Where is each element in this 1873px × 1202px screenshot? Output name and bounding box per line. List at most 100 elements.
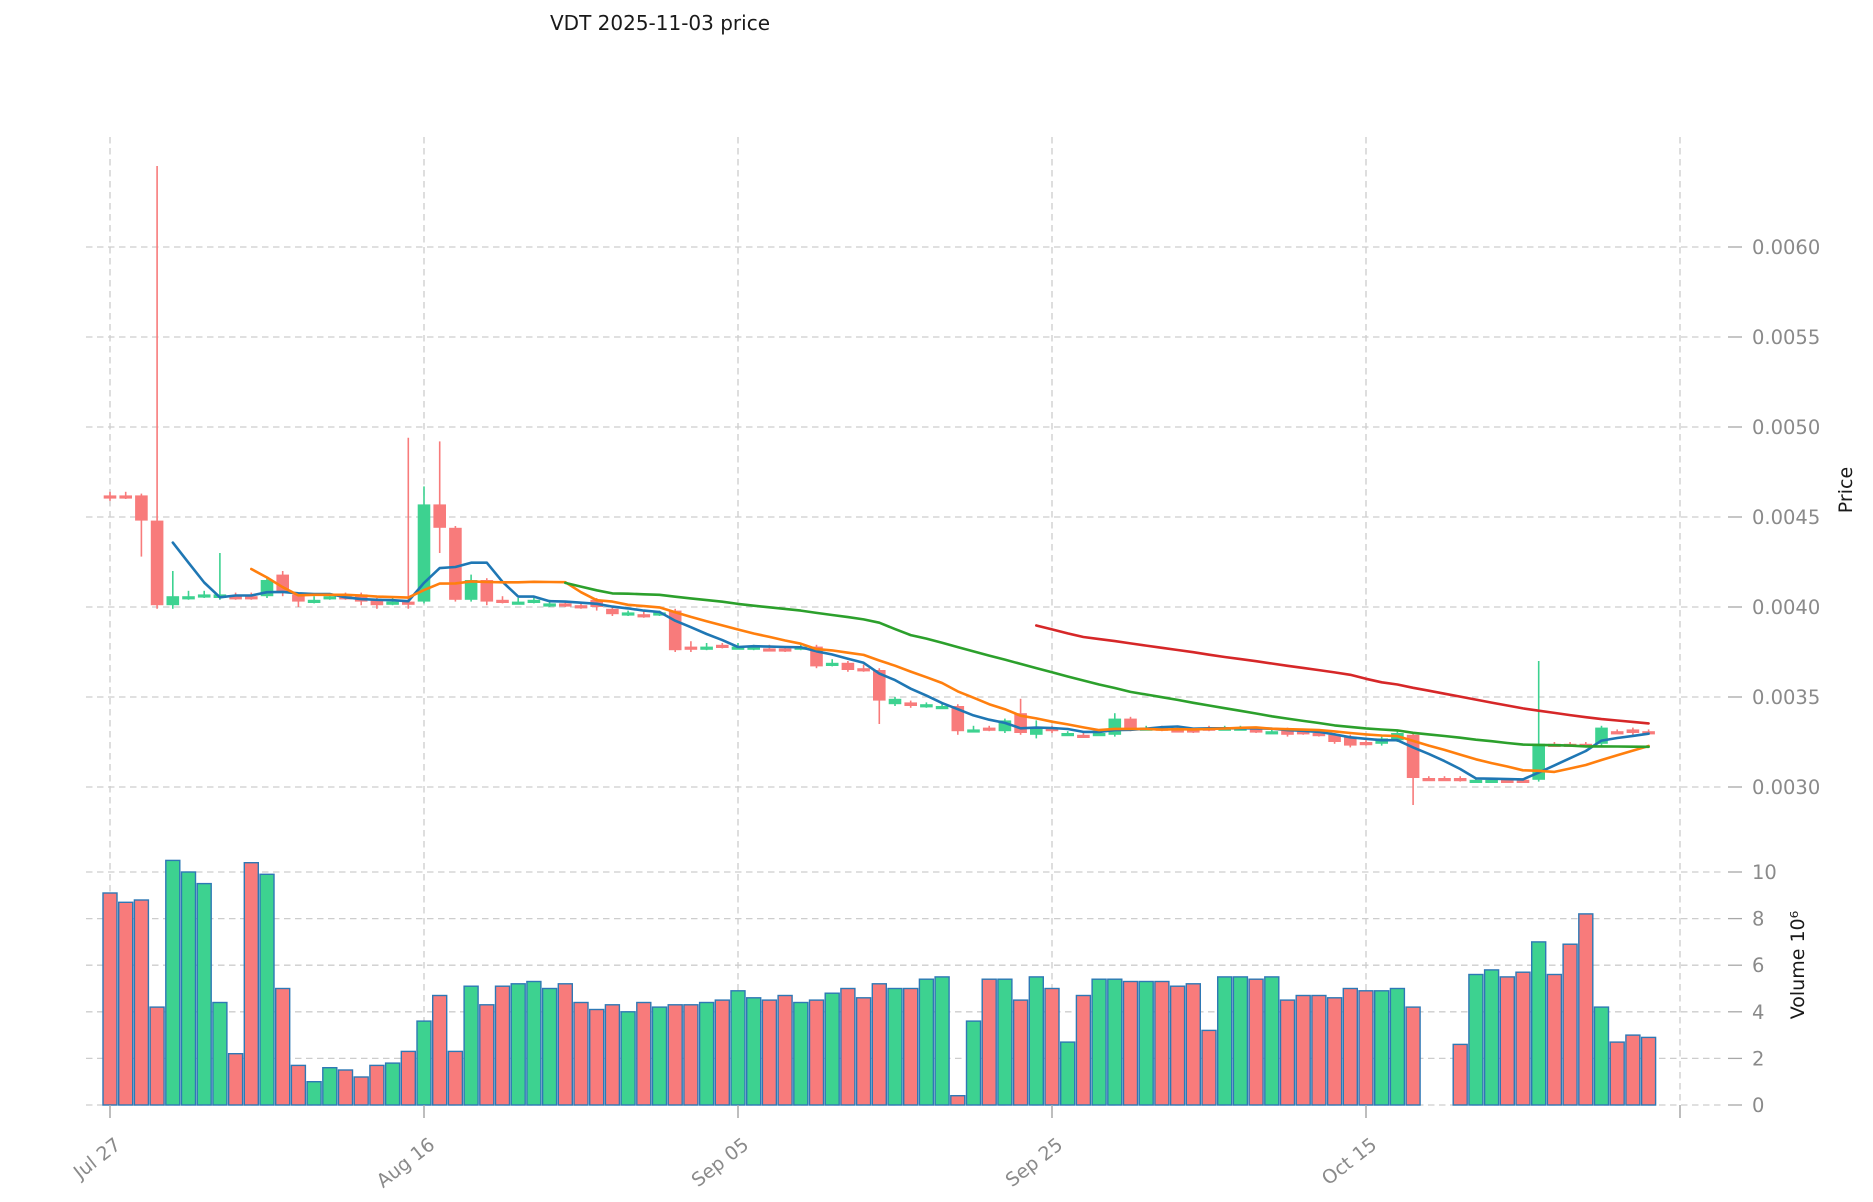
candle-body [1296, 731, 1310, 735]
volume-bar [1562, 943, 1578, 1106]
volume-bar [290, 1064, 307, 1106]
volume-bar [1546, 973, 1563, 1106]
candle-body [323, 596, 337, 600]
candle-body [229, 596, 242, 600]
volume-bar [997, 978, 1013, 1106]
date-tick-label: Sep 25 [1002, 1134, 1068, 1192]
candles-layer [103, 166, 1655, 805]
candle-body [606, 608, 619, 615]
volume-bar [573, 1001, 589, 1106]
price-tick-label: 0.0040 [1752, 596, 1820, 619]
candle-body [1344, 736, 1357, 746]
volume-tick-label: 6 [1752, 954, 1764, 977]
volume-tick-label: 4 [1752, 1001, 1764, 1024]
price-tick-label: 0.0045 [1752, 506, 1820, 529]
volume-bar [1593, 1006, 1610, 1106]
volume-bar [400, 1050, 416, 1106]
volume-tick-label: 10 [1752, 861, 1777, 884]
volume-bar [1044, 987, 1060, 1106]
candle-body [1061, 733, 1074, 737]
candle-body [668, 610, 682, 651]
volume-bar [275, 987, 291, 1106]
volume-bar [1138, 980, 1154, 1106]
candle-body [763, 648, 776, 652]
volume-bar [416, 1020, 432, 1106]
moving-average-lines [171, 541, 1650, 781]
volume-bar [1483, 969, 1500, 1106]
volume-bar [165, 859, 181, 1106]
volume-bar [227, 1052, 244, 1106]
candle-body [873, 670, 886, 701]
volume-tick-label: 2 [1752, 1047, 1764, 1070]
volume-bar [604, 1004, 621, 1106]
volume-bar [306, 1080, 322, 1106]
volume-bar [1358, 990, 1374, 1106]
candle-body [559, 603, 572, 607]
volume-bar [1609, 1041, 1625, 1106]
volume-bar [1326, 997, 1343, 1106]
volume-bar [196, 882, 212, 1106]
volume-bar [824, 992, 840, 1106]
candle-body [480, 580, 494, 602]
volume-bars-layer [102, 859, 1657, 1106]
candle-body [370, 599, 384, 606]
volume-bar [557, 983, 573, 1106]
volume-tick-label: 0 [1752, 1094, 1764, 1117]
candle-body [1124, 718, 1137, 730]
volume-bar [1232, 976, 1249, 1106]
grid-layer [86, 137, 1722, 1106]
volume-bar [714, 999, 730, 1106]
volume-bar [620, 1011, 636, 1106]
price-tick-label: 0.0060 [1752, 236, 1820, 259]
candle-body [1249, 729, 1263, 733]
volume-bar [541, 987, 558, 1106]
candle-body [1453, 778, 1467, 782]
volume-bar [1107, 978, 1123, 1106]
candle-body [1610, 731, 1624, 735]
volume-bar [1091, 978, 1107, 1106]
volume-bar [1389, 987, 1406, 1106]
candle-body [857, 668, 870, 672]
candle-body [841, 662, 855, 670]
volume-bar [1279, 999, 1296, 1106]
candle-body [417, 504, 431, 602]
candle-body [103, 495, 117, 499]
volume-bar [102, 892, 118, 1106]
volume-axis-label: Volume 10⁶ [1787, 911, 1809, 1020]
ma-line-30 [563, 581, 1650, 749]
candle-body [1108, 718, 1122, 735]
candle-body [904, 702, 917, 706]
volume-bar [934, 976, 950, 1106]
volume-bar [1028, 976, 1045, 1106]
price-tick-label: 0.0035 [1752, 686, 1820, 709]
candle-body [511, 601, 525, 605]
candle-body [653, 612, 666, 616]
price-tick-label: 0.0055 [1752, 326, 1820, 349]
candle-body [197, 594, 211, 598]
candle-body [935, 706, 949, 710]
candle-body [1265, 731, 1279, 735]
volume-bar [651, 1006, 668, 1106]
volume-bar [589, 1008, 605, 1106]
volume-bar [855, 997, 872, 1106]
candle-body [1485, 779, 1498, 783]
candle-body [119, 495, 132, 499]
volume-bar [903, 987, 919, 1106]
candle-body [1501, 779, 1514, 783]
volume-bar [117, 901, 134, 1106]
volume-bar [1154, 980, 1170, 1106]
candle-body [982, 727, 996, 731]
volume-bar [698, 1001, 715, 1106]
volume-bar [730, 990, 746, 1106]
volume-bar [918, 978, 935, 1106]
volume-bar [840, 987, 856, 1106]
volume-bar [746, 997, 762, 1106]
volume-bar [1499, 976, 1516, 1106]
candle-body [1030, 727, 1043, 735]
candle-body [574, 605, 588, 609]
candle-body [386, 601, 399, 605]
ma-line-5 [171, 541, 1650, 781]
volume-bar [1578, 913, 1594, 1106]
candle-body [967, 729, 980, 733]
volume-bar [1625, 1034, 1641, 1106]
